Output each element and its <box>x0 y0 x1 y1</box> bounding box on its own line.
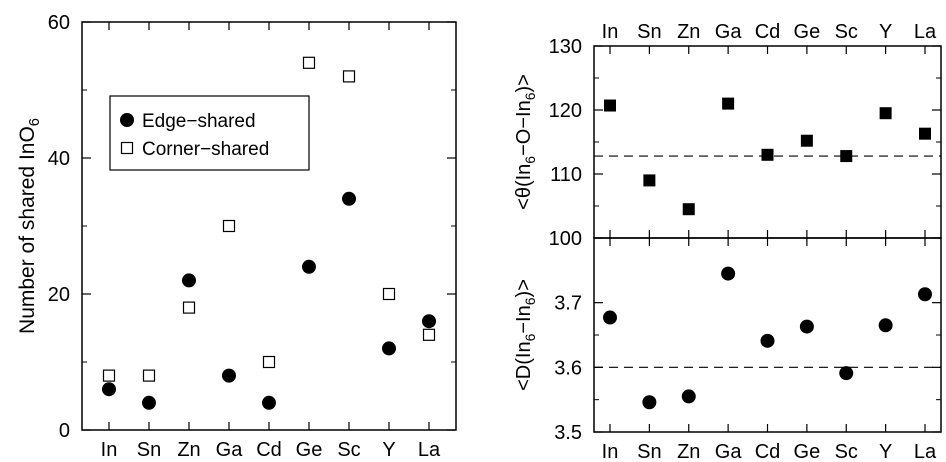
data-point <box>681 389 696 404</box>
data-point <box>760 333 775 348</box>
data-point <box>799 319 814 334</box>
data-point <box>643 174 656 187</box>
data-point <box>342 70 356 83</box>
x-tick-label: Zn <box>677 21 700 43</box>
data-point <box>422 328 436 341</box>
x-tick-label: Y <box>879 21 892 43</box>
x-tick-label: Y <box>382 439 395 461</box>
x-tick-label: La <box>914 441 937 462</box>
x-tick-label: La <box>914 21 937 43</box>
data-point <box>182 301 196 314</box>
data-point <box>800 134 813 147</box>
x-tick-label: Ge <box>794 441 821 462</box>
data-point <box>102 382 116 397</box>
y-axis-label: <D(In6−In6)> <box>513 279 538 391</box>
data-point <box>604 99 616 112</box>
y-tick-label: 20 <box>48 284 70 306</box>
x-tick-label: Sc <box>835 21 858 43</box>
data-point <box>603 310 617 325</box>
series <box>102 56 436 382</box>
plot-frame <box>593 45 942 239</box>
x-tick-label: In <box>101 439 118 461</box>
x-tick-label: Y <box>879 441 892 462</box>
x-tick-label: Sn <box>137 439 161 461</box>
x-tick-label: La <box>418 439 441 461</box>
x-tick-label: Ge <box>794 21 821 43</box>
data-point <box>918 287 932 302</box>
data-point <box>839 366 854 381</box>
y-axis-label: <θ(In6−O−In6)> <box>513 74 538 210</box>
x-tick-label: Ga <box>216 439 244 461</box>
legend-label: Corner−shared <box>142 139 269 160</box>
series <box>604 97 931 216</box>
y-tick-label: 3.7 <box>554 293 582 315</box>
data-point <box>879 107 892 120</box>
data-point <box>302 259 316 274</box>
data-point <box>302 56 316 69</box>
x-tick-label: In <box>602 21 619 43</box>
x-tick-label: Sc <box>337 439 360 461</box>
y-tick-label: 0 <box>59 420 70 442</box>
y-tick-label: 130 <box>549 36 582 58</box>
x-tick-label: Zn <box>677 441 700 462</box>
data-point <box>382 341 396 356</box>
x-tick-label: Zn <box>177 439 200 461</box>
data-point <box>222 368 236 383</box>
legend-marker <box>120 141 134 155</box>
data-point <box>262 355 276 369</box>
data-point <box>878 318 893 333</box>
data-point <box>142 369 156 382</box>
y-tick-label: 120 <box>549 100 582 122</box>
data-point <box>262 395 276 410</box>
data-point <box>919 127 931 140</box>
x-tick-label: Ga <box>715 441 743 462</box>
plot-frame <box>81 21 457 431</box>
data-point <box>840 150 853 163</box>
data-point <box>422 314 436 329</box>
data-point <box>182 273 196 288</box>
data-point <box>721 266 736 281</box>
x-tick-label: Ga <box>715 21 743 43</box>
data-point <box>382 287 396 301</box>
y-tick-label: 110 <box>550 164 582 186</box>
data-point <box>142 395 156 410</box>
data-point <box>761 148 774 161</box>
data-point <box>222 219 236 233</box>
y-tick-label: 40 <box>48 148 70 170</box>
legend-box <box>109 95 310 171</box>
legend-label: Edge−shared <box>142 111 256 132</box>
x-tick-label: Ge <box>296 439 323 461</box>
x-tick-label: In <box>602 441 619 462</box>
data-point <box>682 203 695 216</box>
data-point <box>642 395 657 410</box>
x-tick-label: Sn <box>637 21 661 43</box>
x-tick-label: Cd <box>755 21 781 43</box>
y-tick-label: 60 <box>48 12 70 34</box>
x-tick-label: Cd <box>256 439 282 461</box>
y-tick-label: 3.5 <box>554 422 582 444</box>
series <box>603 266 932 410</box>
legend-marker <box>120 113 134 127</box>
shared-inO6-plot: 0 20 40 60 In Sn Zn Ga Cd Ge Sc Y La Number of shared… <box>16 12 457 461</box>
data-point <box>722 97 735 110</box>
legend: Edge−shared Corner−shared <box>109 95 310 171</box>
bond-angle-plot: 100 110 120 130 In Sn Zn Ga Cd Ge Sc Y La <θ(In6−O−In… <box>513 21 942 250</box>
x-tick-label: Cd <box>755 441 781 462</box>
in-in-distance-plot: 3.5 3.6 3.7 In Sn Zn Ga Cd Ge Sc Y La <D(In6−In6)> <box>513 237 942 462</box>
y-tick-label: 3.6 <box>554 357 582 379</box>
y-axis-label: Number of shared InO6 <box>16 118 43 334</box>
data-point <box>342 191 356 206</box>
x-tick-label: Sn <box>637 441 661 462</box>
series <box>102 191 436 410</box>
x-tick-label: Sc <box>835 441 858 462</box>
data-point <box>102 369 116 382</box>
y-tick-label: 100 <box>549 228 582 250</box>
